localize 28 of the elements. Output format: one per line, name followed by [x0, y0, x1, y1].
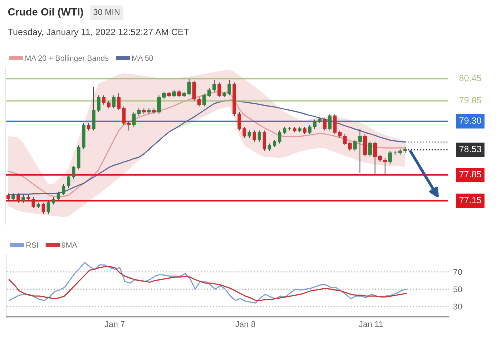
- candlestick: [368, 141, 372, 158]
- candlestick: [218, 82, 222, 98]
- candlestick: [42, 202, 46, 214]
- x-tick-label: Jan 7: [104, 322, 125, 328]
- y-tick-label: 30: [454, 304, 462, 310]
- ref-line-label: 78.53: [460, 146, 482, 152]
- candlestick: [328, 114, 332, 132]
- candlestick: [288, 126, 292, 132]
- candlestick: [252, 130, 256, 142]
- ref-line-label: 80.45: [460, 75, 482, 82]
- y-tick-label: 70: [454, 269, 462, 276]
- ref-line-label: 79.85: [460, 97, 482, 104]
- candlestick: [323, 117, 327, 132]
- y-tick-label: 50: [454, 286, 462, 293]
- candlestick: [363, 134, 367, 158]
- candlestick: [112, 95, 116, 110]
- chart-subtitle: Tuesday, January 11, 2022 12:52:27 AM CET: [8, 28, 190, 38]
- ref-line-label: 77.85: [460, 171, 482, 178]
- ref-line-label: 79.30: [460, 118, 482, 124]
- text: 30 MIN: [94, 9, 120, 16]
- chart-title: Crude Oil (WTI): [8, 8, 84, 18]
- ref-line-label: 77.15: [460, 197, 482, 204]
- candlestick: [262, 130, 267, 152]
- x-tick-label: Jan 8: [236, 321, 256, 328]
- candlestick: [258, 130, 262, 142]
- candlestick: [16, 193, 20, 204]
- x-tick-label: Jan 11: [359, 322, 384, 328]
- candlestick: [388, 150, 392, 165]
